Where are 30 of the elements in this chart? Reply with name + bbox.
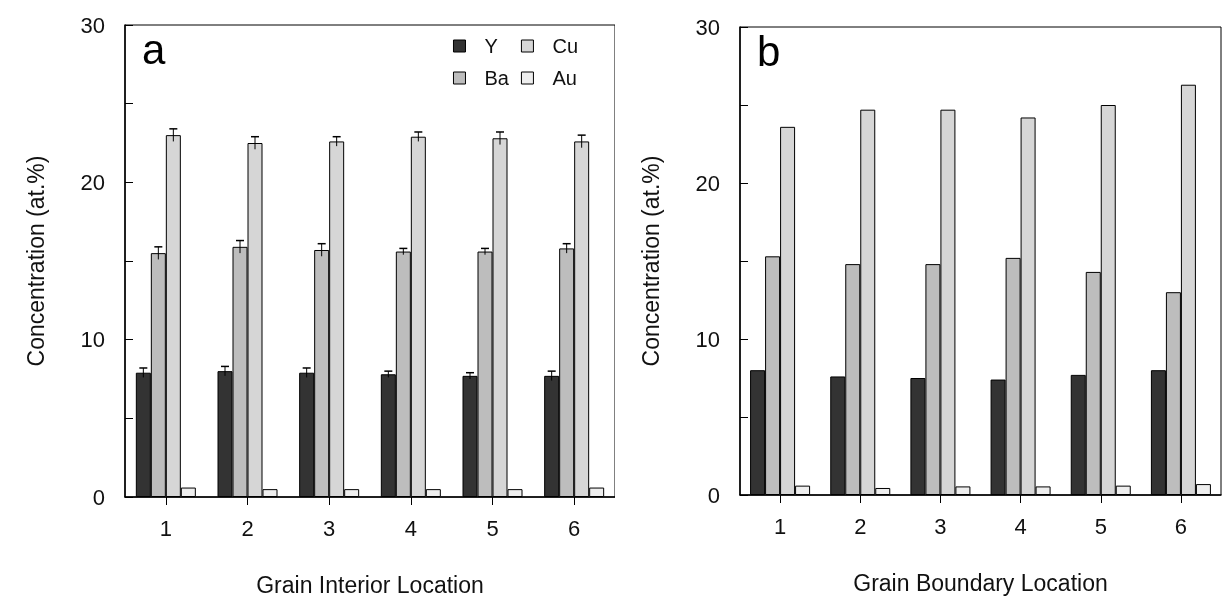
y-tick-label: 30: [80, 12, 105, 38]
x-tick-label: 4: [1014, 513, 1027, 539]
x-tick-label: 6: [568, 515, 581, 541]
y-axis-title: Concentration (at.%): [22, 155, 49, 367]
y-axis-title: Concentration (at.%): [637, 155, 664, 367]
chart-title: a: [142, 25, 166, 73]
legend-label: Cu: [552, 35, 579, 57]
x-tick-label: 3: [323, 515, 336, 541]
y-tick-label: 30: [695, 14, 720, 40]
x-tick-label: 5: [1094, 513, 1107, 539]
x-tick-label: 6: [1174, 513, 1188, 539]
chart-title: b: [757, 27, 781, 75]
y-tick-label: 20: [80, 169, 105, 195]
y-tick-label: 10: [695, 326, 720, 352]
y-tick-label: 10: [80, 327, 105, 353]
y-tick-label: 0: [92, 484, 105, 510]
y-tick-label: 0: [707, 482, 720, 508]
x-tick-label: 4: [404, 515, 417, 541]
legend-label: Y: [484, 35, 498, 57]
x-tick-label: 3: [934, 513, 947, 539]
y-tick-label: 20: [695, 170, 720, 196]
x-tick-label: 1: [159, 515, 172, 541]
legend-label: Ba: [484, 67, 510, 89]
x-tick-label: 2: [854, 513, 867, 539]
x-tick-label: 5: [486, 515, 499, 541]
legend-label: Au: [552, 67, 577, 89]
x-axis-title: Grain Interior Location: [256, 571, 484, 598]
x-axis-title: Grain Boundary Location: [853, 569, 1108, 596]
x-tick-label: 1: [773, 513, 787, 539]
x-tick-label: 2: [241, 515, 254, 541]
